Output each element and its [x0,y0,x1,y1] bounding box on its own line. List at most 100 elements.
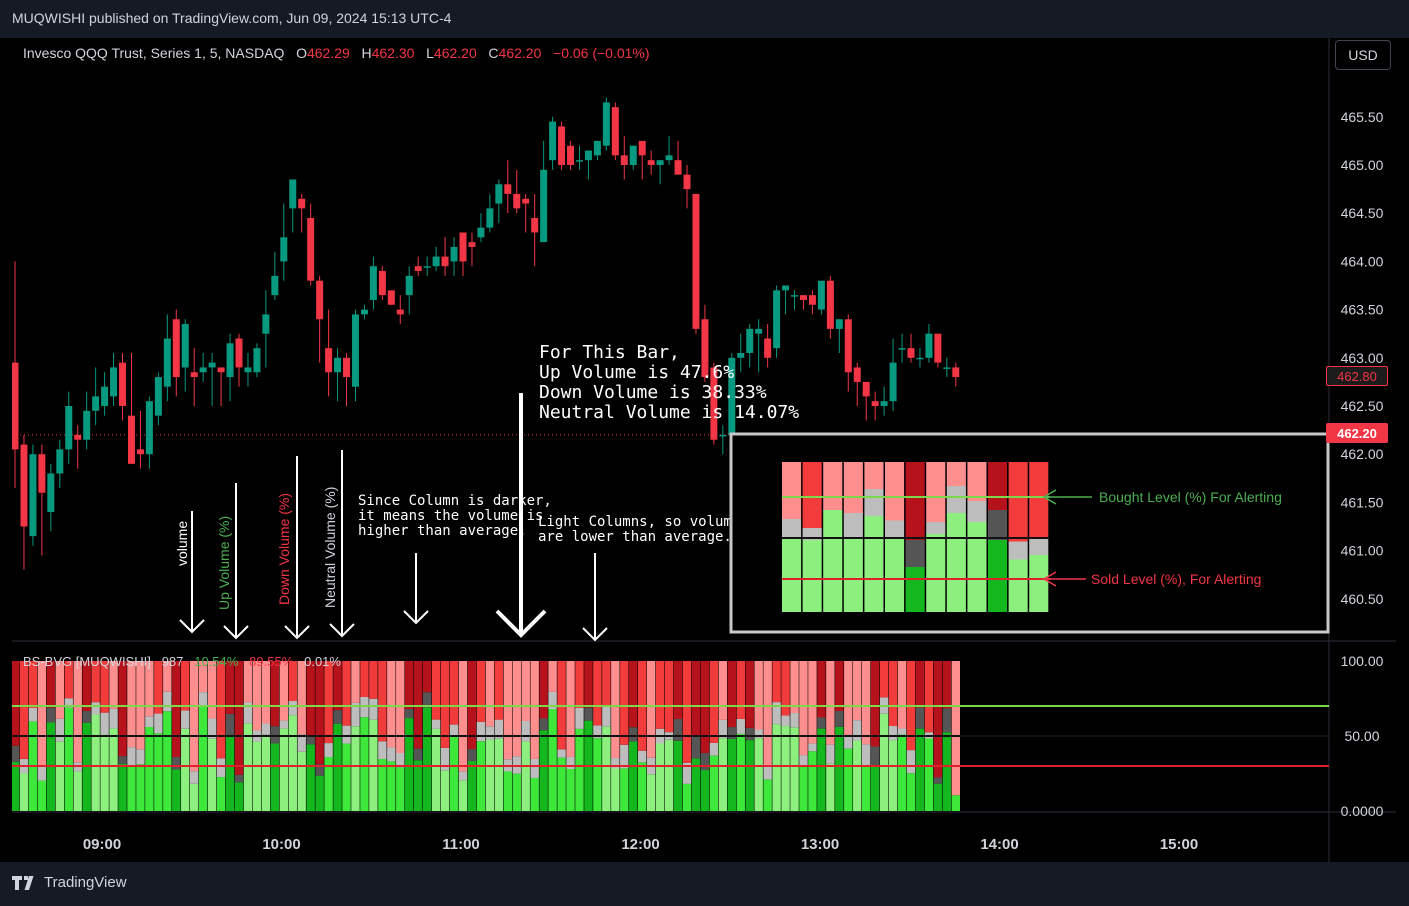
candle[interactable] [280,237,288,262]
candle[interactable] [656,160,664,165]
candle[interactable] [531,218,539,233]
candle[interactable] [513,193,521,209]
candle[interactable] [298,198,306,209]
candle[interactable] [145,401,153,455]
candle[interactable] [934,333,942,363]
candle[interactable] [190,372,198,378]
candle[interactable] [441,256,449,267]
volume-columns[interactable] [10,661,960,811]
candle[interactable] [665,155,673,161]
candle[interactable] [504,184,512,194]
candle[interactable] [558,126,566,165]
candle[interactable] [244,367,252,373]
candle[interactable] [92,396,100,411]
candle[interactable] [907,348,915,358]
currency-button[interactable]: USD [1335,40,1391,70]
candle[interactable] [11,362,19,450]
candle[interactable] [791,295,799,297]
candle[interactable] [764,338,772,358]
candle[interactable] [271,275,279,296]
candle[interactable] [172,319,180,378]
symbol-name[interactable]: Invesco QQQ Trust, Series 1, 5, NASDAQ [23,45,285,61]
candle[interactable] [522,198,530,204]
candle[interactable] [486,208,494,228]
candle[interactable] [316,280,324,320]
candle[interactable] [226,343,234,378]
candle[interactable] [289,179,297,209]
candle[interactable] [119,362,127,406]
candle[interactable] [199,367,207,373]
indicator-legend[interactable]: BS-BVG [MUQWISHI] 987 10.54% 89.55% 0.01… [23,654,341,669]
candle[interactable] [540,169,548,243]
candle[interactable] [47,473,55,513]
candle[interactable] [719,434,727,437]
candle[interactable] [602,102,610,146]
tradingview-brand[interactable]: TradingView [12,874,127,891]
candle[interactable] [826,280,834,329]
candle[interactable] [916,357,924,360]
candle[interactable] [74,434,82,440]
candle[interactable] [360,309,368,315]
candle[interactable] [450,246,458,262]
candle[interactable] [737,352,745,358]
candle[interactable] [629,145,637,165]
candle[interactable] [208,362,216,368]
candle[interactable] [396,309,404,315]
candle[interactable] [83,410,91,440]
candle[interactable] [692,193,700,329]
candle[interactable] [154,377,162,416]
candle[interactable] [880,401,888,406]
candle[interactable] [853,367,861,382]
candle[interactable] [477,227,485,238]
candle[interactable] [459,232,467,262]
candle[interactable] [110,367,118,397]
candlestick-series[interactable] [11,97,960,570]
candle[interactable] [307,218,315,281]
candle[interactable] [808,295,816,305]
candle[interactable] [782,285,790,291]
candle[interactable] [584,150,592,161]
candle[interactable] [799,295,807,300]
candle[interactable] [862,381,870,397]
candle[interactable] [127,415,135,464]
candle[interactable] [253,348,261,373]
candle[interactable] [405,275,413,296]
candle[interactable] [844,319,852,373]
candle[interactable] [101,386,109,406]
candle[interactable] [468,242,476,247]
candle[interactable] [638,140,646,156]
candle[interactable] [181,324,189,368]
candle[interactable] [325,348,333,373]
candle[interactable] [378,271,386,296]
candle[interactable] [647,160,655,165]
candle[interactable] [889,362,897,402]
candle[interactable] [29,454,37,537]
candle[interactable] [701,319,709,378]
candle[interactable] [943,367,951,369]
candle[interactable] [871,401,879,406]
indicator-name[interactable]: BS-BVG [MUQWISHI] [23,654,151,669]
candle[interactable] [755,328,763,334]
candle[interactable] [56,449,64,474]
candle[interactable] [343,357,351,378]
candle[interactable] [387,290,395,305]
candle[interactable] [683,174,691,190]
candle[interactable] [817,280,825,310]
candle[interactable] [710,367,718,440]
candle[interactable] [495,184,503,204]
symbol-legend[interactable]: Invesco QQQ Trust, Series 1, 5, NASDAQ O… [23,45,650,61]
candle[interactable] [925,333,933,358]
candle[interactable] [835,319,843,329]
candle[interactable] [369,266,377,300]
candle[interactable] [334,357,342,373]
candle[interactable] [38,454,46,493]
candle[interactable] [136,449,144,455]
candle[interactable] [414,266,422,272]
candle[interactable] [20,444,28,527]
candle[interactable] [549,121,557,161]
candle[interactable] [620,155,628,165]
candle[interactable] [217,367,225,373]
candle[interactable] [898,348,906,350]
candle[interactable] [163,338,171,387]
candle[interactable] [65,406,73,450]
